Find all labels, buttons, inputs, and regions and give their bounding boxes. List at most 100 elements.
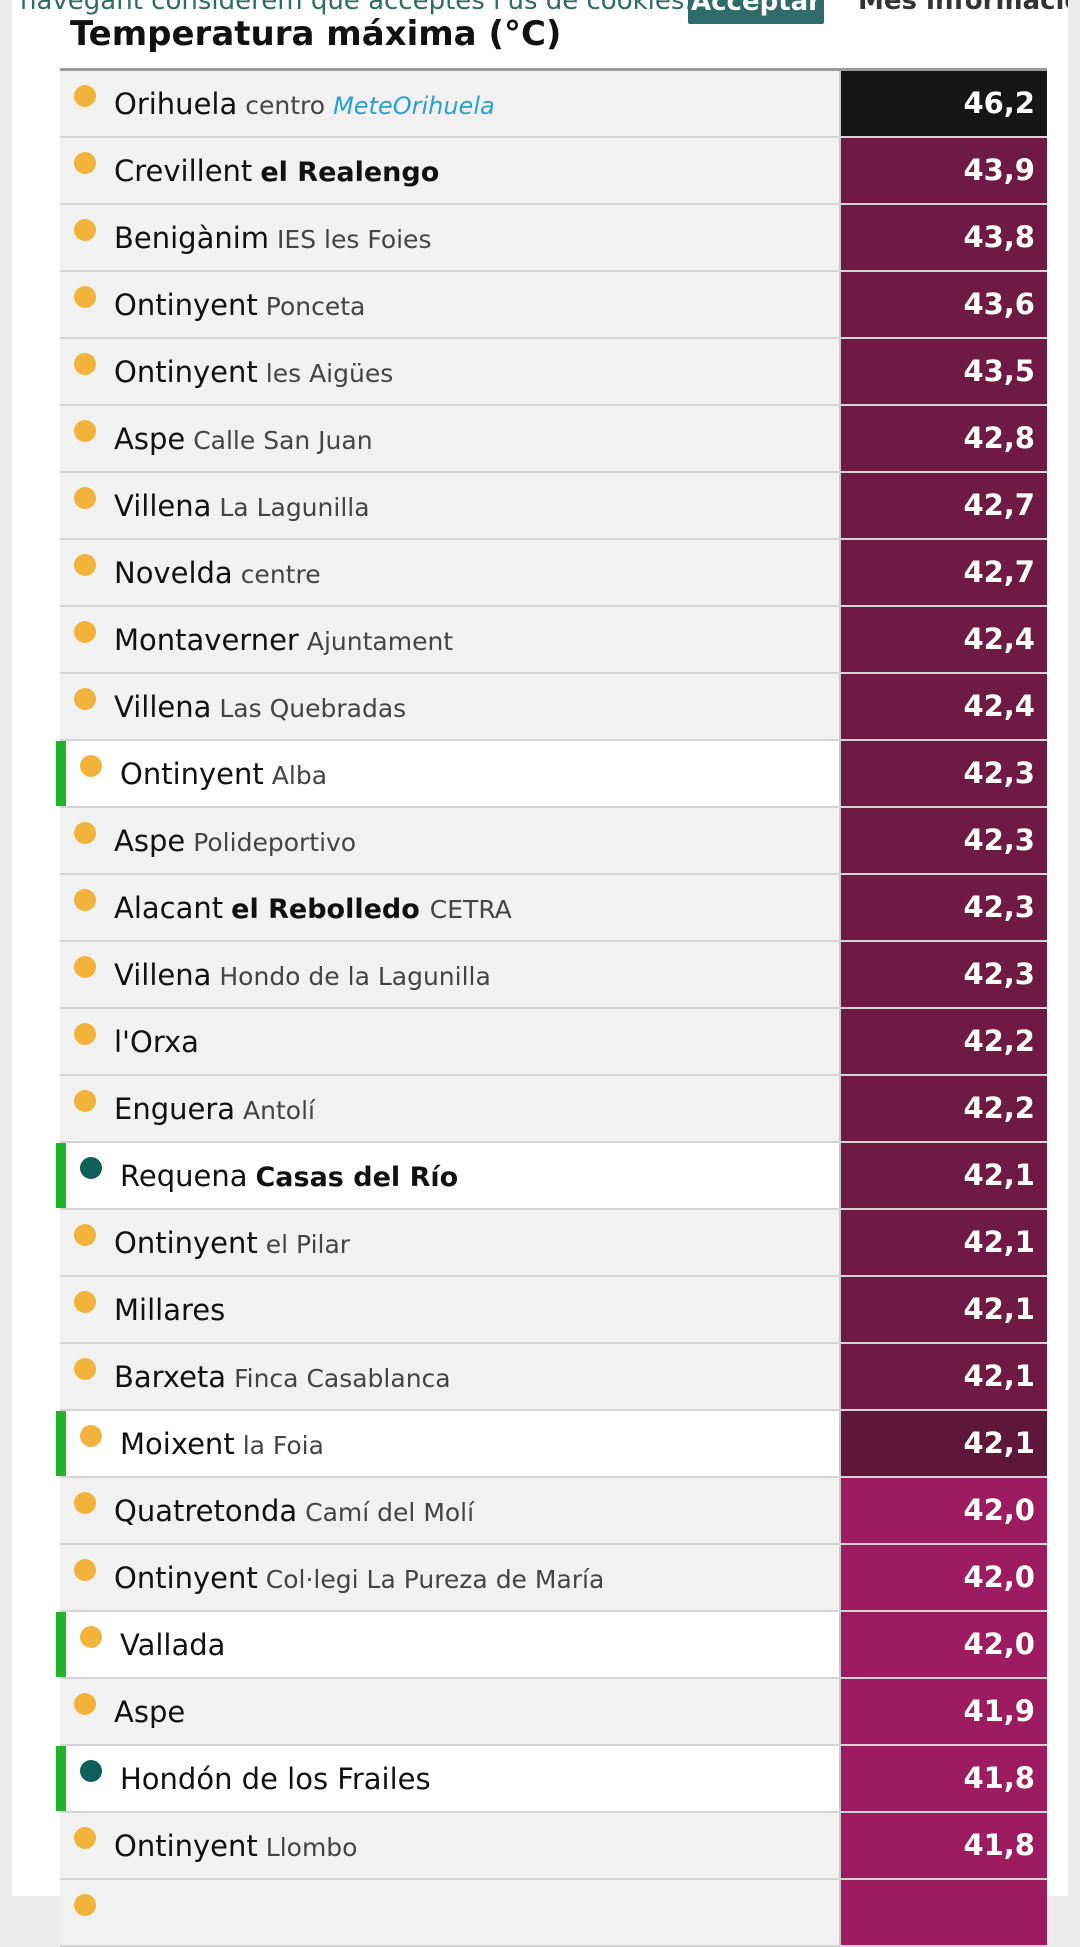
station-cell[interactable]: Barxeta Finca Casablanca — [60, 1344, 841, 1409]
station-location: la Foia — [242, 1431, 324, 1460]
station-name: Ontinyent Alba — [120, 757, 327, 791]
station-location: el Pilar — [265, 1230, 351, 1259]
station-location: les Aigües — [265, 359, 394, 388]
station-cell[interactable]: Ontinyent Alba — [60, 741, 841, 806]
accept-cookies-button[interactable]: Acceptar — [688, 0, 824, 24]
station-cell[interactable]: Quatretonda Camí del Molí — [60, 1478, 841, 1543]
temperature-value: 42,7 — [841, 540, 1047, 605]
table-row[interactable]: Ontinyent Col·legi La Pureza de María 42,0 — [60, 1545, 1047, 1612]
station-name: Novelda centre — [114, 556, 321, 590]
table-row[interactable]: Montaverner Ajuntament 42,4 — [60, 607, 1047, 674]
table-row[interactable]: Enguera Antolí 42,2 — [60, 1076, 1047, 1143]
station-name: Villena La Lagunilla — [114, 489, 370, 523]
temperature-value: 42,4 — [841, 674, 1047, 739]
yellow-dot-icon — [80, 1425, 102, 1447]
table-row[interactable]: Alacant el Rebolledo CETRA 42,3 — [60, 875, 1047, 942]
station-cell[interactable]: Requena Casas del Río — [60, 1143, 841, 1208]
station-cell[interactable]: Orihuela centro MeteOrihuela — [60, 71, 841, 136]
station-cell[interactable]: Hondón de los Frailes — [60, 1746, 841, 1811]
station-cell[interactable]: Novelda centre — [60, 540, 841, 605]
station-cell[interactable]: Enguera Antolí — [60, 1076, 841, 1141]
table-row[interactable]: Requena Casas del Río 42,1 — [56, 1143, 1047, 1210]
station-city: Enguera — [114, 1092, 236, 1126]
station-city: Ontinyent — [114, 355, 258, 389]
teal-dot-icon — [80, 1760, 102, 1782]
station-city: Requena — [120, 1159, 248, 1193]
station-cell[interactable]: Ontinyent Llombo — [60, 1813, 841, 1878]
more-info-link[interactable]: Més informació — [858, 0, 1068, 16]
table-row[interactable] — [60, 1880, 1047, 1947]
table-row[interactable]: Quatretonda Camí del Molí 42,0 — [60, 1478, 1047, 1545]
station-name: Ontinyent Ponceta — [114, 288, 365, 322]
table-row[interactable]: Ontinyent Llombo 41,8 — [60, 1813, 1047, 1880]
station-location: Casas del Río — [255, 1162, 459, 1193]
station-name: Quatretonda Camí del Molí — [114, 1494, 474, 1528]
table-row[interactable]: Villena Hondo de la Lagunilla 42,3 — [60, 942, 1047, 1009]
station-location: Hondo de la Lagunilla — [219, 962, 491, 991]
temperature-value: 42,1 — [841, 1210, 1047, 1275]
station-cell[interactable]: Vallada — [60, 1612, 841, 1677]
station-name: Requena Casas del Río — [120, 1159, 458, 1193]
station-cell[interactable] — [60, 1880, 841, 1945]
station-cell[interactable]: l'Orxa — [60, 1009, 841, 1074]
table-row[interactable]: Ontinyent el Pilar 42,1 — [60, 1210, 1047, 1277]
table-row[interactable]: Crevillent el Realengo 43,9 — [60, 138, 1047, 205]
station-cell[interactable]: Ontinyent Ponceta — [60, 272, 841, 337]
table-row[interactable]: Moixent la Foia 42,1 — [56, 1411, 1047, 1478]
temperature-value: 42,8 — [841, 406, 1047, 471]
station-city: Ontinyent — [114, 1226, 258, 1260]
station-cell[interactable]: Crevillent el Realengo — [60, 138, 841, 203]
station-cell[interactable]: Villena Las Quebradas — [60, 674, 841, 739]
temperature-value: 41,8 — [841, 1746, 1047, 1811]
station-cell[interactable]: Aspe Polideportivo — [60, 808, 841, 873]
table-row[interactable]: Ontinyent Alba 42,3 — [56, 741, 1047, 808]
station-location: el Realengo — [260, 157, 440, 188]
temperature-value: 42,1 — [841, 1143, 1047, 1208]
station-cell[interactable]: Millares — [60, 1277, 841, 1342]
station-network: CETRA — [429, 895, 512, 924]
station-cell[interactable]: Benigànim IES les Foies — [60, 205, 841, 270]
table-row[interactable]: Orihuela centro MeteOrihuela 46,2 — [60, 71, 1047, 138]
table-row[interactable]: Ontinyent Ponceta 43,6 — [60, 272, 1047, 339]
station-cell[interactable]: Ontinyent Col·legi La Pureza de María — [60, 1545, 841, 1610]
table-row[interactable]: Aspe 41,9 — [60, 1679, 1047, 1746]
table-row[interactable]: Millares 42,1 — [60, 1277, 1047, 1344]
cookie-text: navegant considerem que acceptes l'ús de… — [20, 0, 693, 16]
station-cell[interactable]: Alacant el Rebolledo CETRA — [60, 875, 841, 940]
station-cell[interactable]: Moixent la Foia — [60, 1411, 841, 1476]
temperature-value: 41,8 — [841, 1813, 1047, 1878]
highlight-bar — [56, 1411, 66, 1476]
table-row[interactable]: Ontinyent les Aigües 43,5 — [60, 339, 1047, 406]
station-cell[interactable]: Ontinyent el Pilar — [60, 1210, 841, 1275]
station-cell[interactable]: Villena Hondo de la Lagunilla — [60, 942, 841, 1007]
station-name: Moixent la Foia — [120, 1427, 324, 1461]
station-cell[interactable]: Aspe Calle San Juan — [60, 406, 841, 471]
station-city: l'Orxa — [114, 1025, 199, 1059]
station-cell[interactable]: Aspe — [60, 1679, 841, 1744]
table-row[interactable]: Villena La Lagunilla 42,7 — [60, 473, 1047, 540]
table-row[interactable]: Hondón de los Frailes 41,8 — [56, 1746, 1047, 1813]
station-city: Aspe — [114, 1695, 186, 1729]
table-row[interactable]: Benigànim IES les Foies 43,8 — [60, 205, 1047, 272]
table-row[interactable]: Aspe Calle San Juan 42,8 — [60, 406, 1047, 473]
station-name: Benigànim IES les Foies — [114, 221, 431, 255]
station-location: Ponceta — [265, 292, 366, 321]
station-location: centro — [245, 91, 326, 120]
station-location: Calle San Juan — [193, 426, 373, 455]
table-row[interactable]: Vallada 42,0 — [56, 1612, 1047, 1679]
station-name: Ontinyent el Pilar — [114, 1226, 350, 1260]
station-location: Alba — [271, 761, 328, 790]
table-row[interactable]: Barxeta Finca Casablanca 42,1 — [60, 1344, 1047, 1411]
table-row[interactable]: Aspe Polideportivo 42,3 — [60, 808, 1047, 875]
station-cell[interactable]: Villena La Lagunilla — [60, 473, 841, 538]
table-row[interactable]: Novelda centre 42,7 — [60, 540, 1047, 607]
station-cell[interactable]: Montaverner Ajuntament — [60, 607, 841, 672]
table-row[interactable]: Villena Las Quebradas 42,4 — [60, 674, 1047, 741]
yellow-dot-icon — [74, 621, 96, 643]
station-name: Alacant el Rebolledo CETRA — [114, 891, 512, 925]
yellow-dot-icon — [74, 487, 96, 509]
table-row[interactable]: l'Orxa 42,2 — [60, 1009, 1047, 1076]
station-cell[interactable]: Ontinyent les Aigües — [60, 339, 841, 404]
temperature-value: 41,9 — [841, 1679, 1047, 1744]
station-location: La Lagunilla — [219, 493, 370, 522]
